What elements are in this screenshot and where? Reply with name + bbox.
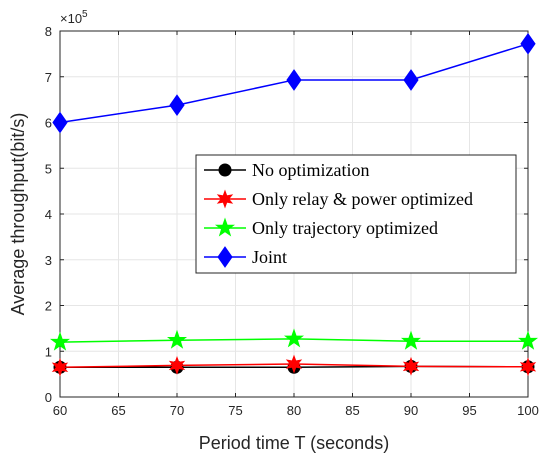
legend-label: Only relay & power optimized (252, 189, 473, 209)
y-tick-label: 7 (45, 70, 52, 85)
y-tick-label: 2 (45, 299, 52, 314)
data-point (285, 354, 303, 374)
x-tick-label: 65 (111, 403, 125, 418)
data-point (51, 357, 69, 377)
x-tick-label: 100 (517, 403, 539, 418)
series-1 (51, 354, 537, 377)
y-tick-labels: 0 1 2 3 4 5 6 7 8 (45, 24, 52, 405)
data-point (519, 357, 537, 377)
x-tick-label: 75 (228, 403, 242, 418)
data-point (168, 355, 186, 375)
y-tick-label: 3 (45, 253, 52, 268)
data-point (520, 32, 536, 55)
x-tick-labels: 60 65 70 75 80 85 90 95 100 (53, 403, 539, 418)
x-tick-label: 95 (462, 403, 476, 418)
x-axis-label: Period time T (seconds) (199, 433, 389, 453)
x-tick-label: 85 (345, 403, 359, 418)
legend-marker (218, 163, 232, 177)
data-point (169, 94, 185, 116)
y-axis-label: Average throughput(bit/s) (8, 113, 28, 316)
legend-marker (216, 189, 234, 209)
legend: No optimization Only relay & power optimi… (195, 154, 517, 274)
data-point (400, 330, 422, 350)
data-point (166, 329, 188, 349)
series-3 (52, 32, 536, 134)
y-exponent-base: ×10 (60, 11, 82, 26)
y-tick-label: 5 (45, 161, 52, 176)
y-tick-label: 8 (45, 24, 52, 39)
y-tick-label: 6 (45, 116, 52, 131)
y-tick-label: 0 (45, 390, 52, 405)
data-point (517, 330, 539, 350)
legend-marker (217, 246, 233, 268)
x-tick-label: 90 (404, 403, 418, 418)
data-point (402, 356, 420, 376)
legend-label: Only trajectory optimized (252, 218, 438, 238)
data-point (49, 331, 71, 351)
data-point (52, 111, 68, 134)
data-point (286, 69, 302, 91)
tick-marks (59, 30, 529, 398)
x-tick-label: 70 (170, 403, 184, 418)
data-point (403, 69, 419, 91)
data-point (283, 328, 305, 348)
x-tick-label: 80 (287, 403, 301, 418)
legend-box (195, 154, 517, 274)
legend-label: Joint (252, 247, 287, 267)
y-exponent-power: 5 (82, 9, 88, 20)
legend-marker (214, 217, 236, 237)
legend-label: No optimization (252, 160, 369, 180)
x-tick-label: 60 (53, 403, 67, 418)
y-tick-label: 4 (45, 207, 52, 222)
series-2 (49, 328, 539, 351)
y-tick-label: 1 (45, 344, 52, 359)
series-group (49, 32, 539, 377)
